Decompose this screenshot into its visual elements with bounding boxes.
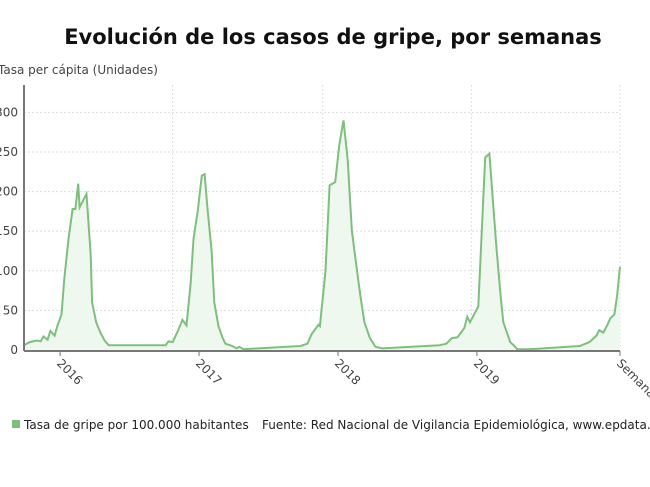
series-line [23, 120, 621, 351]
x-ticks: 2016 2017 2018 2019 Semana [54, 351, 650, 401]
series-area [24, 120, 620, 350]
y-ticks: 0 50 100 150 200 250 300 [0, 105, 18, 357]
grid [24, 85, 621, 350]
y-tick-label: 50 [3, 303, 18, 317]
x-tick-label: Semana [614, 356, 650, 401]
x-tick-label: 2019 [471, 356, 502, 387]
source-text: Fuente: Red Nacional de Vigilancia Epide… [262, 418, 650, 432]
x-tick-label: 2016 [54, 356, 85, 387]
y-tick-label: 100 [0, 264, 18, 278]
y-tick-label: 200 [0, 185, 18, 199]
chart-title: Evolución de los casos de gripe, por sem… [64, 25, 602, 49]
y-tick-label: 0 [10, 343, 18, 357]
y-axis-label: Tasa per cápita (Unidades) [0, 63, 158, 77]
x-tick-label: 2017 [193, 356, 224, 387]
y-tick-label: 300 [0, 105, 18, 119]
x-tick-label: 2018 [332, 356, 363, 387]
legend-series-label: Tasa de gripe por 100.000 habitantes [23, 418, 249, 432]
legend-marker [12, 420, 20, 428]
y-tick-label: 250 [0, 145, 18, 159]
y-tick-label: 150 [0, 224, 18, 238]
